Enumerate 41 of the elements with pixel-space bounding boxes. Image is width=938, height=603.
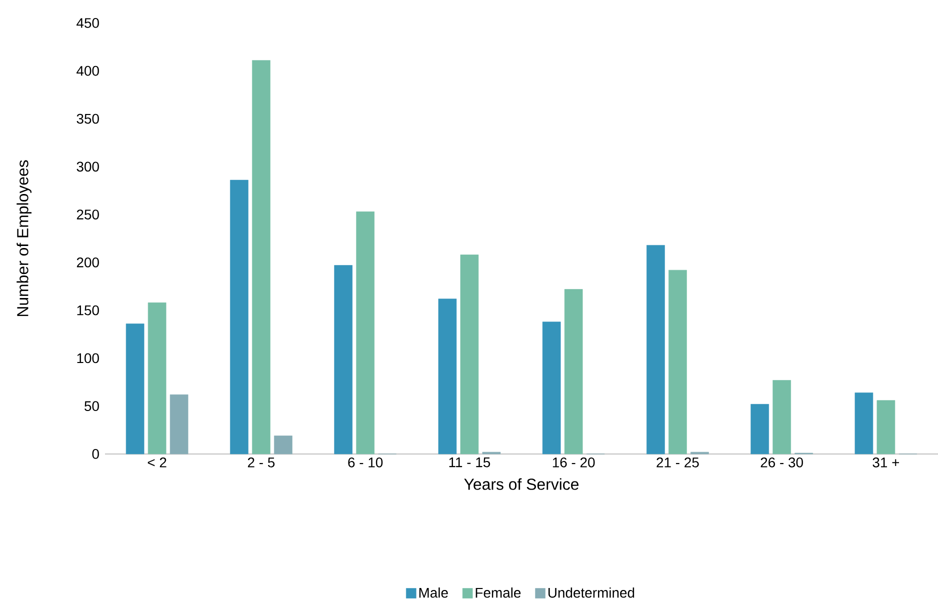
- legend-label: Undetermined: [548, 587, 634, 598]
- bar: [170, 394, 188, 454]
- y-tick-label: 100: [77, 353, 99, 364]
- bar: [542, 322, 561, 454]
- x-tick-label: 31 +: [872, 457, 900, 468]
- y-tick-label: 150: [77, 305, 99, 316]
- x-tick-label: 6 - 10: [348, 457, 383, 468]
- bar: [274, 436, 292, 454]
- bar: [356, 212, 374, 454]
- bar: [646, 245, 665, 454]
- y-tick-label: 200: [76, 257, 99, 268]
- y-tick-label: 300: [76, 162, 99, 172]
- y-tick-label: 450: [76, 18, 99, 28]
- x-tick-label: 26 - 30: [760, 457, 803, 468]
- y-tick-label: 0: [92, 449, 99, 459]
- x-tick-label: 11 - 15: [449, 458, 490, 468]
- bar: [438, 298, 457, 454]
- bar: [148, 302, 166, 454]
- bar: [668, 270, 687, 454]
- y-tick-label: 350: [76, 114, 99, 124]
- x-axis-title: Years of Service: [464, 478, 579, 490]
- legend-label: Female: [476, 587, 521, 598]
- x-tick-label: 16 - 20: [552, 457, 595, 468]
- bar: [126, 324, 144, 454]
- bar: [854, 392, 874, 454]
- x-tick-label: 21 - 25: [656, 457, 699, 468]
- bar: [252, 60, 270, 454]
- y-tick-label: 250: [76, 210, 99, 220]
- x-tick-label: 2 - 5: [248, 457, 275, 468]
- y-axis-title: Number of Employees: [16, 160, 32, 316]
- legend-label: Male: [419, 587, 448, 598]
- bar: [876, 400, 896, 454]
- x-tick-label: < 2: [148, 457, 166, 468]
- bar: [460, 254, 479, 454]
- y-tick-label: 50: [84, 401, 99, 412]
- bar: [230, 180, 248, 454]
- y-tick-label: 400: [76, 66, 99, 76]
- bar: [334, 265, 352, 454]
- bar: [564, 289, 583, 454]
- bar: [772, 380, 791, 454]
- bar: [750, 404, 769, 454]
